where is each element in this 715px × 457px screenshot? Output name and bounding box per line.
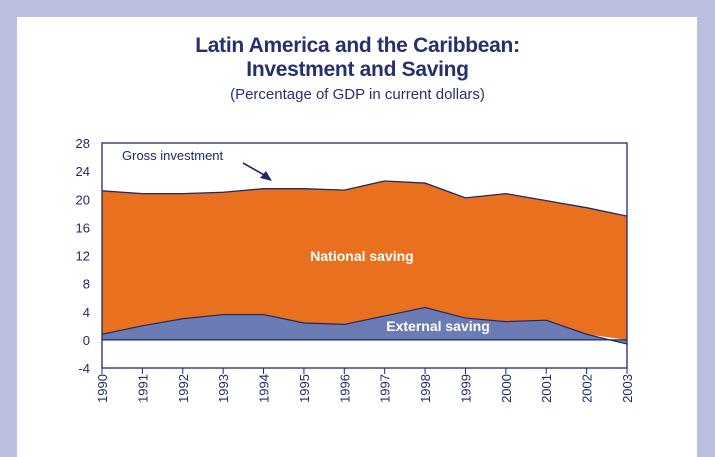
y-tick-label: 12 [76,249,90,264]
y-tick-label: -4 [78,361,90,376]
gross-investment-annotation: Gross investment [122,148,224,163]
x-tick-label: 1997 [378,374,393,403]
x-tick-label: 1995 [297,374,312,403]
x-tick-label: 1996 [337,374,352,403]
y-tick-label: 28 [76,136,90,151]
x-tick-label: 1992 [176,374,191,403]
y-tick-label: 20 [76,192,90,207]
x-tick-label: 1998 [418,374,433,403]
y-tick-label: 0 [83,333,90,348]
y-tick-label: 8 [83,277,90,292]
y-tick-label: 24 [76,164,90,179]
external-saving-label: External saving [386,318,490,334]
x-tick-label: 2001 [539,374,554,403]
x-tick-label: 2003 [620,374,635,403]
x-tick-label: 1994 [257,374,272,403]
x-tick-label: 2000 [499,374,514,403]
x-tick-label: 1993 [216,374,231,403]
x-tick-label: 2002 [580,374,595,403]
x-tick-label: 1991 [135,374,150,403]
x-tick-label: 1990 [95,374,110,403]
annotation-arrow-line [243,163,266,176]
annotation-arrow-head [260,171,272,181]
x-tick-label: 1999 [458,374,473,403]
y-tick-label: 4 [83,305,90,320]
y-tick-label: 16 [76,220,90,235]
national-saving-label: National saving [310,248,413,264]
